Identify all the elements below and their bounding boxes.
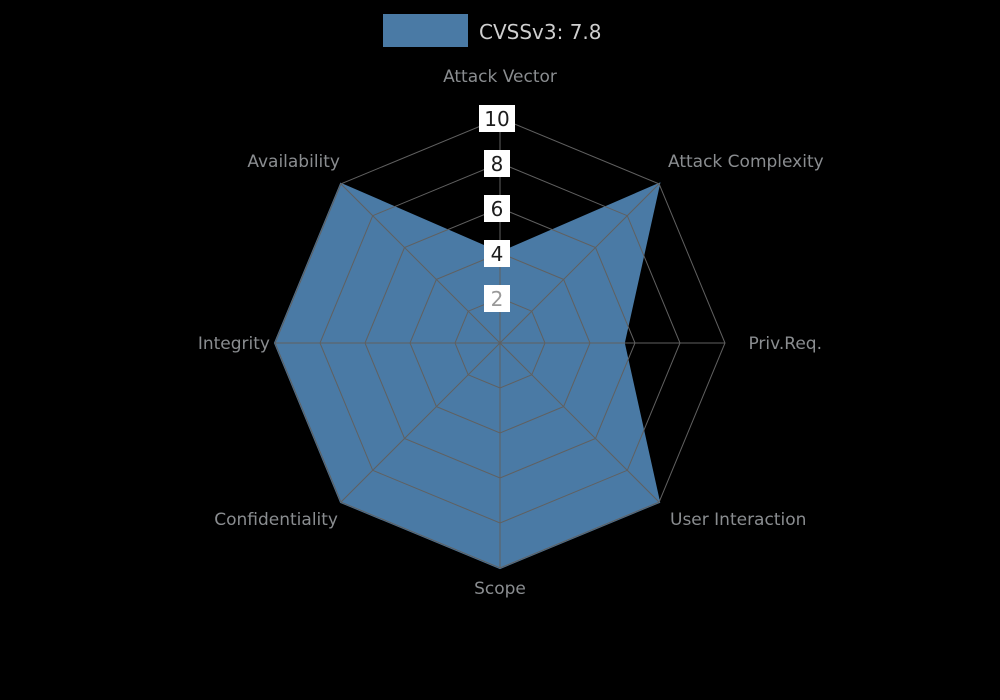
- axis-labels: Attack Vector Attack Complexity Priv.Req…: [198, 67, 824, 599]
- tick-box-6: [484, 195, 510, 222]
- tick-box-8: [484, 150, 510, 177]
- axis-spoke: [499, 183, 660, 344]
- tick-label-8: 8: [491, 152, 504, 176]
- radar-grid: [274, 117, 726, 569]
- axis-ticks: 10 8 6 4 2: [479, 105, 515, 312]
- tick-box-4: [484, 240, 510, 267]
- axis-label-user-interaction: User Interaction: [670, 510, 806, 530]
- axis-spoke: [340, 342, 501, 503]
- axis-label-confidentiality: Confidentiality: [214, 510, 338, 530]
- tick-label-4: 4: [491, 242, 504, 266]
- legend-swatch: [383, 14, 468, 47]
- axis-label-scope: Scope: [474, 579, 526, 599]
- axis-label-attack-vector: Attack Vector: [443, 67, 557, 87]
- tick-box-10: [479, 105, 515, 132]
- axis-label-attack-complexity: Attack Complexity: [668, 152, 824, 172]
- axis-spoke: [340, 183, 501, 344]
- axis-spoke: [499, 342, 660, 503]
- tick-box-2: [484, 285, 510, 312]
- tick-label-6: 6: [491, 197, 504, 221]
- axis-label-priv-req: Priv.Req.: [748, 334, 822, 354]
- tick-label-10: 10: [484, 107, 509, 131]
- axis-label-availability: Availability: [247, 152, 340, 172]
- legend-label: CVSSv3: 7.8: [479, 20, 602, 44]
- tick-label-2: 2: [491, 287, 504, 311]
- legend: CVSSv3: 7.8: [383, 14, 602, 47]
- axis-label-integrity: Integrity: [198, 334, 270, 354]
